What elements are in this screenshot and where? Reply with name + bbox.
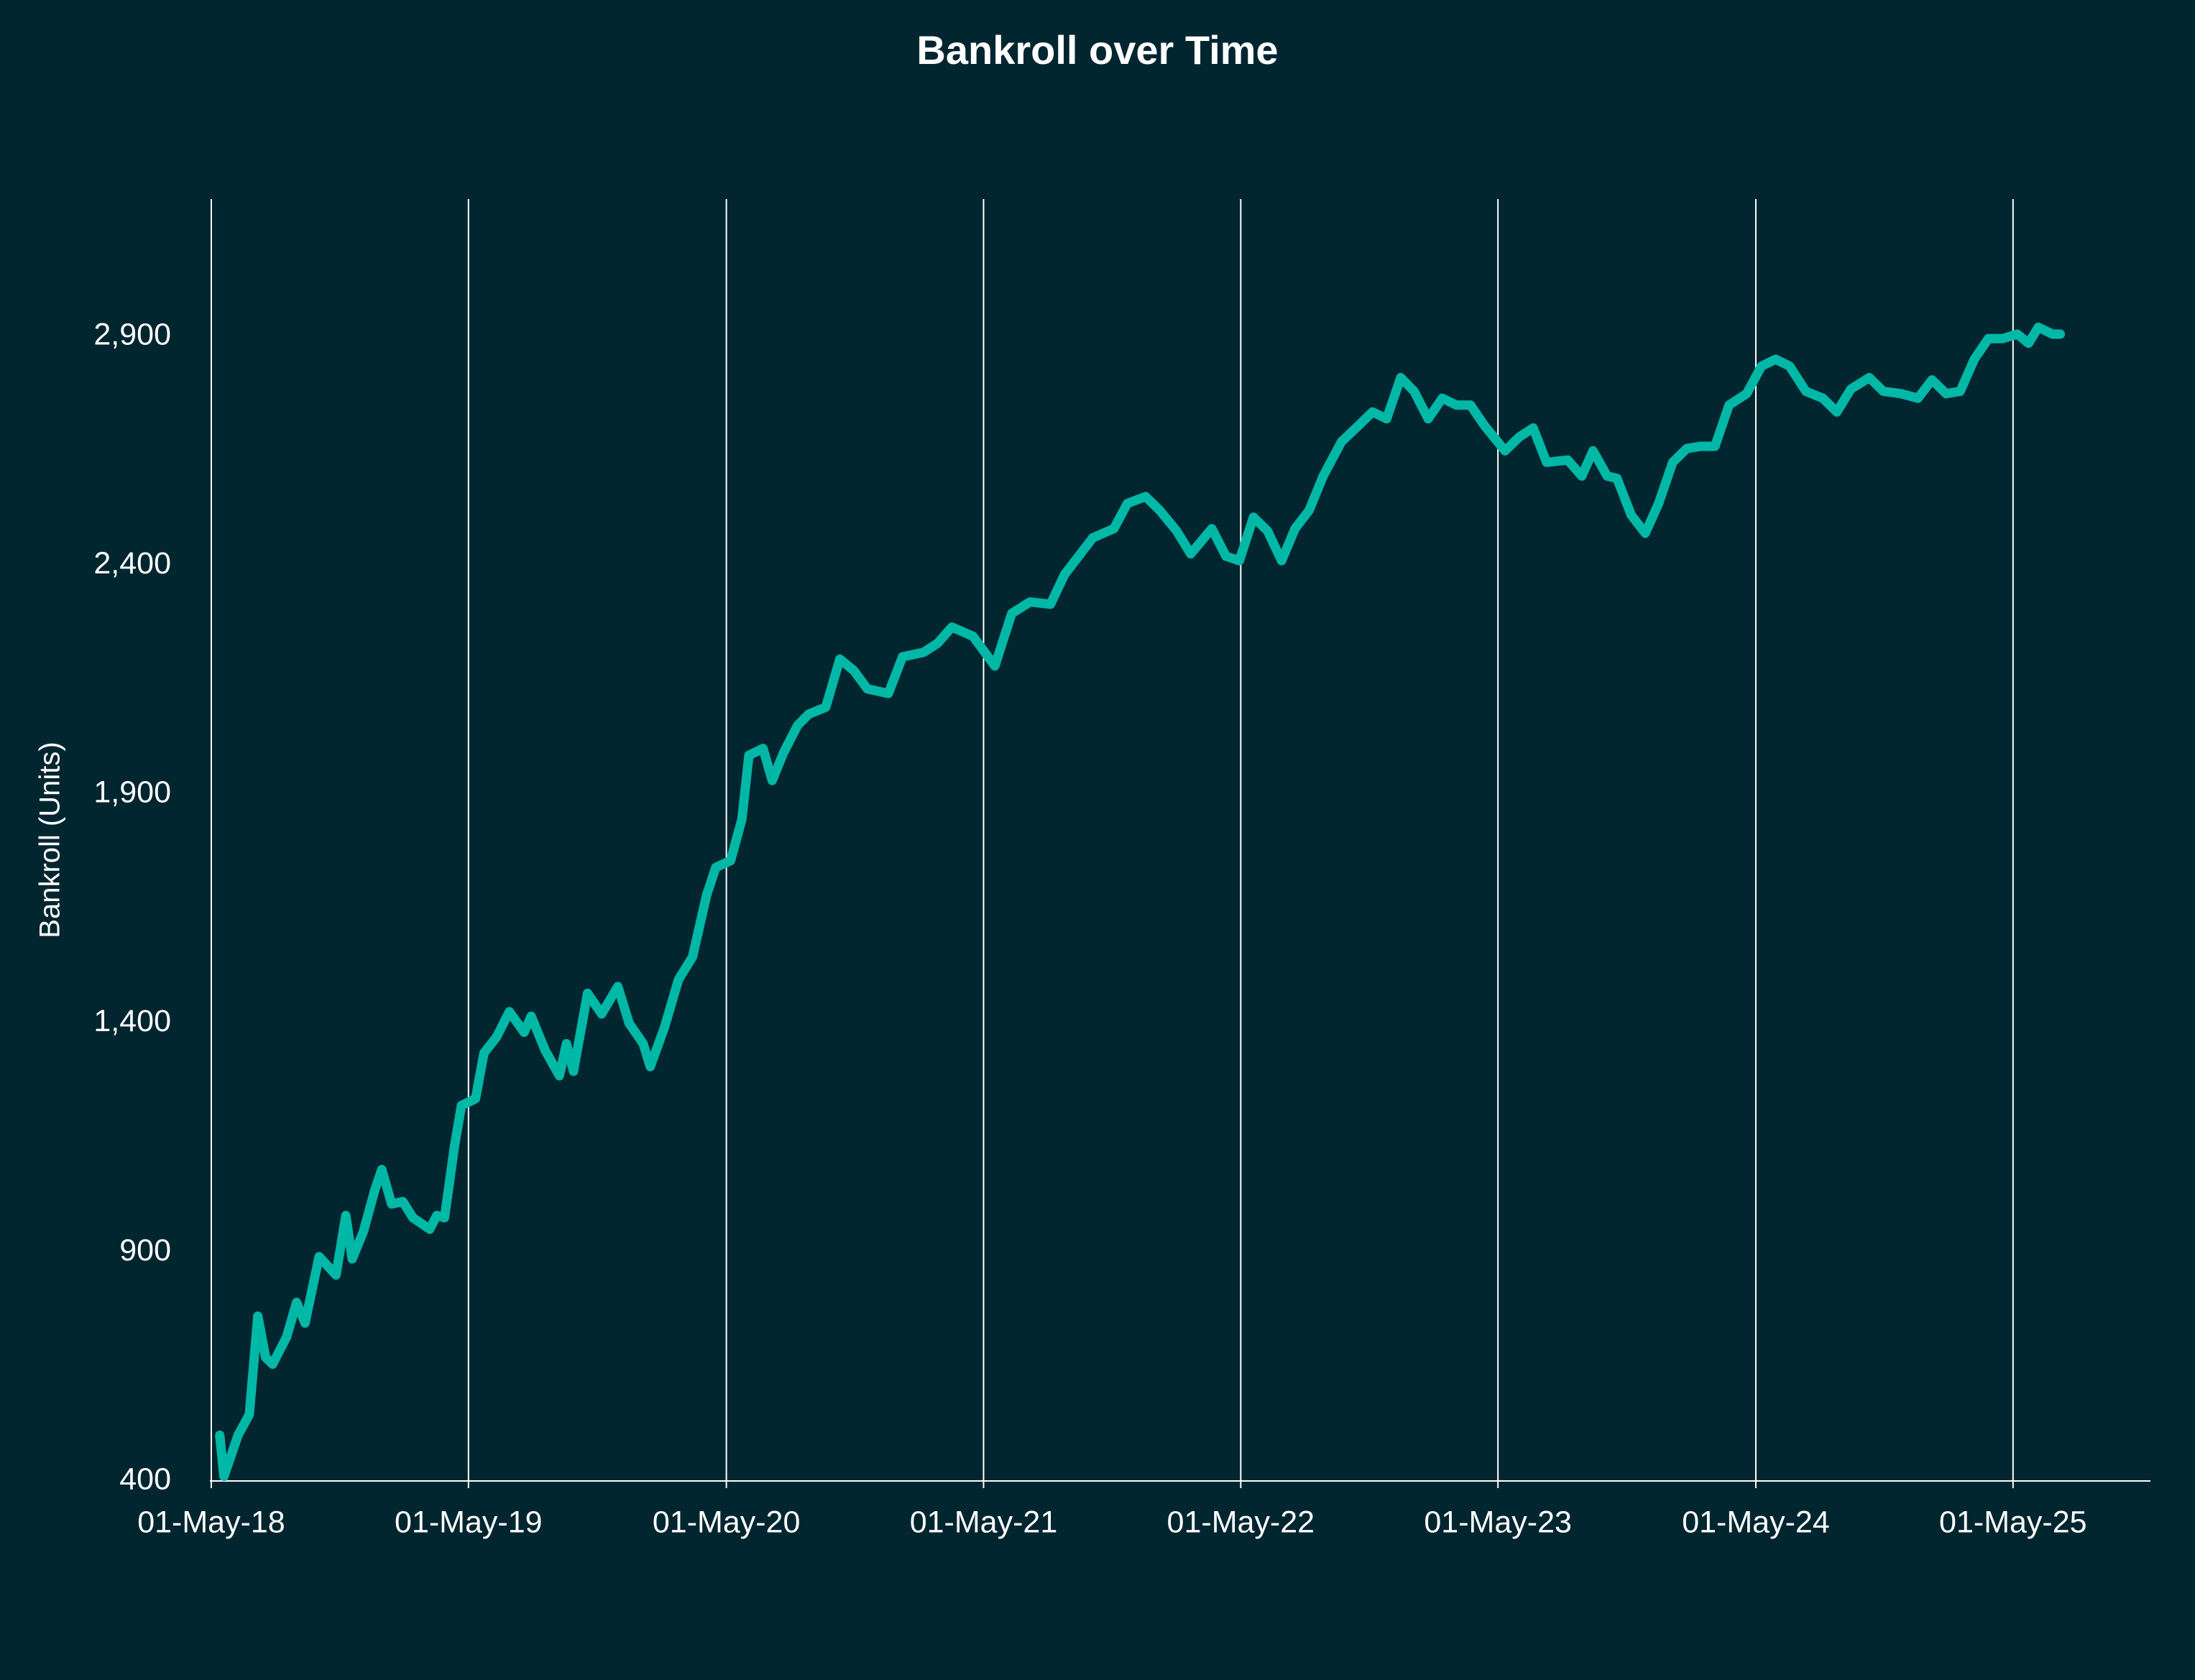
y-tick-label: 2,400	[93, 546, 171, 581]
data-line	[215, 322, 2065, 1482]
x-tick-label: 01-May-25	[1939, 1505, 2087, 1539]
x-tick-label: 01-May-18	[137, 1505, 285, 1539]
y-tick-label: 1,400	[93, 1004, 171, 1038]
x-tick-label: 01-May-23	[1424, 1505, 1572, 1539]
y-axis-label: Bankroll (Units)	[34, 742, 66, 938]
y-tick-label: 400	[119, 1462, 171, 1496]
y-tick-label: 2,900	[93, 318, 171, 352]
x-tick-label: 01-May-19	[395, 1505, 543, 1539]
x-tick-label: 01-May-21	[910, 1505, 1058, 1539]
y-tick-label: 900	[119, 1233, 171, 1268]
chart-title: Bankroll over Time	[916, 27, 1278, 73]
x-tick-label: 01-May-24	[1682, 1505, 1830, 1539]
x-tick-label: 01-May-22	[1167, 1505, 1315, 1539]
y-tick-label: 1,900	[93, 775, 171, 810]
x-tick-label: 01-May-20	[653, 1505, 801, 1539]
